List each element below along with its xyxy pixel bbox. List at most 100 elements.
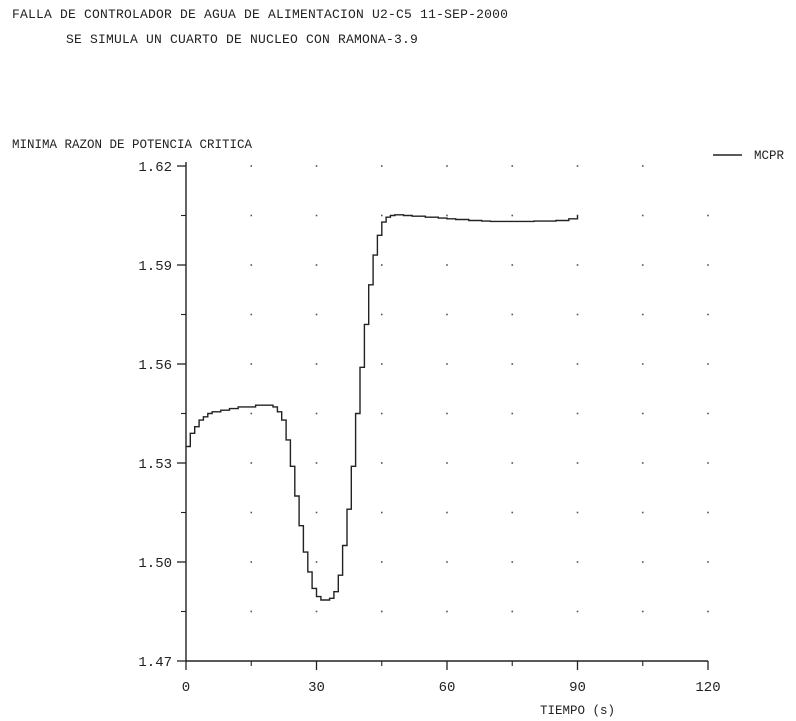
grid-dot xyxy=(446,313,448,316)
grid-dot xyxy=(380,214,383,217)
axes xyxy=(185,162,708,662)
grid-dot xyxy=(380,313,383,316)
chart-title: FALLA DE CONTROLADOR DE AGUA DE ALIMENTA… xyxy=(12,7,509,22)
grid-dot xyxy=(315,214,318,217)
grid-dot xyxy=(511,363,514,365)
grid-dot xyxy=(641,214,644,217)
grid-dot xyxy=(641,412,644,415)
grid-dot xyxy=(315,264,318,266)
grid-dot xyxy=(707,561,709,563)
grid-dot xyxy=(511,165,514,167)
grid-dot xyxy=(576,313,579,316)
grid-dot xyxy=(641,561,644,563)
grid-dot xyxy=(707,313,709,316)
x-tick-label: 90 xyxy=(569,680,586,696)
grid-dot xyxy=(707,511,709,514)
grid-dot xyxy=(250,561,253,563)
grid-dots xyxy=(250,165,709,613)
grid-dot xyxy=(315,363,318,365)
grid-dot xyxy=(250,363,253,365)
grid-dot xyxy=(250,264,253,266)
grid-dot xyxy=(446,264,448,266)
grid-dot xyxy=(380,412,383,415)
y-tick-label: 1.47 xyxy=(138,655,172,671)
grid-dot xyxy=(380,610,383,613)
grid-dot xyxy=(511,214,514,217)
grid-dot xyxy=(641,313,644,316)
grid-dot xyxy=(511,610,514,613)
grid-dot xyxy=(315,412,318,415)
grid-dot xyxy=(446,462,448,464)
grid-dot xyxy=(641,264,644,266)
grid-dot xyxy=(511,511,514,514)
grid-dot xyxy=(446,214,448,217)
x-tick-label: 0 xyxy=(182,680,190,696)
grid-dot xyxy=(576,561,579,563)
grid-dot xyxy=(707,264,709,266)
x-ticks: 0 30 60 90 120 xyxy=(182,661,721,696)
grid-dot xyxy=(641,363,644,365)
grid-dot xyxy=(641,610,644,613)
grid-dot xyxy=(250,511,253,514)
y-tick-label: 1.56 xyxy=(138,358,172,374)
grid-dot xyxy=(446,561,448,563)
series-line-mcpr xyxy=(186,214,579,601)
grid-dot xyxy=(250,313,253,316)
grid-dot xyxy=(250,462,253,464)
x-tick-label: 120 xyxy=(695,680,720,696)
grid-dot xyxy=(707,363,709,365)
grid-dot xyxy=(707,610,709,613)
y-axis-label: MINIMA RAZON DE POTENCIA CRITICA xyxy=(12,138,253,152)
grid-dot xyxy=(315,561,318,563)
grid-dot xyxy=(446,511,448,514)
y-tick-label: 1.50 xyxy=(138,556,172,572)
grid-dot xyxy=(511,561,514,563)
x-tick-label: 30 xyxy=(308,680,325,696)
grid-dot xyxy=(380,165,383,167)
grid-dot xyxy=(641,165,644,167)
y-tick-label: 1.53 xyxy=(138,457,172,473)
legend: MCPR xyxy=(713,149,785,163)
legend-label-mcpr: MCPR xyxy=(754,149,785,163)
chart-subtitle: SE SIMULA UN CUARTO DE NUCLEO CON RAMONA… xyxy=(66,32,419,47)
x-axis-label: TIEMPO (s) xyxy=(540,704,615,718)
x-tick-label: 60 xyxy=(439,680,456,696)
grid-dot xyxy=(576,610,579,613)
grid-dot xyxy=(315,165,318,167)
grid-dot xyxy=(380,363,383,365)
grid-dot xyxy=(380,462,383,464)
y-tick-label: 1.62 xyxy=(138,160,172,176)
grid-dot xyxy=(707,462,709,464)
grid-dot xyxy=(641,511,644,514)
grid-dot xyxy=(446,363,448,365)
grid-dot xyxy=(315,462,318,464)
grid-dot xyxy=(380,561,383,563)
grid-dot xyxy=(250,214,253,217)
grid-dot xyxy=(641,462,644,464)
grid-dot xyxy=(380,264,383,266)
grid-dot xyxy=(315,610,318,613)
grid-dot xyxy=(511,264,514,266)
grid-dot xyxy=(446,412,448,415)
grid-dot xyxy=(576,363,579,365)
grid-dot xyxy=(707,412,709,415)
grid-dot xyxy=(576,511,579,514)
grid-dot xyxy=(576,264,579,266)
grid-dot xyxy=(576,412,579,415)
series xyxy=(186,214,579,601)
grid-dot xyxy=(576,165,579,167)
grid-dot xyxy=(250,165,253,167)
grid-dot xyxy=(250,610,253,613)
grid-dot xyxy=(511,462,514,464)
grid-dot xyxy=(250,412,253,415)
grid-dot xyxy=(576,462,579,464)
grid-dot xyxy=(511,412,514,415)
y-tick-label: 1.59 xyxy=(138,259,172,275)
grid-dot xyxy=(446,610,448,613)
grid-dot xyxy=(315,313,318,316)
grid-dot xyxy=(315,511,318,514)
grid-dot xyxy=(446,165,448,167)
y-ticks: 1.47 1.50 1.53 1.56 1.59 1.62 xyxy=(138,160,186,671)
grid-dot xyxy=(380,511,383,514)
